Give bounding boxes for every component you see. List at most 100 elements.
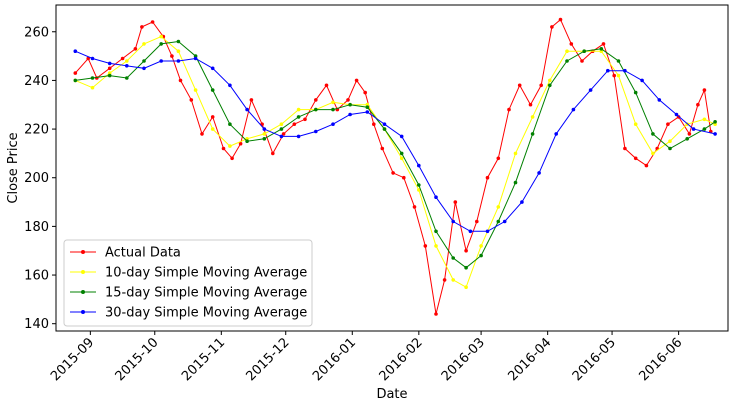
data-point [120, 56, 125, 61]
x-tick-label: 2016-02 [377, 335, 426, 384]
data-point [133, 47, 138, 51]
data-point [314, 107, 318, 112]
data-point [582, 49, 586, 53]
data-point [666, 122, 670, 126]
data-point [417, 188, 421, 192]
data-point [451, 278, 456, 282]
data-point [178, 78, 183, 83]
data-point [193, 88, 198, 92]
data-point [565, 59, 569, 63]
data-point [496, 156, 501, 161]
plot-frame [55, 4, 729, 332]
data-point [434, 229, 438, 234]
y-tick-label: 180 [24, 220, 49, 235]
data-point [365, 105, 370, 109]
data-point [281, 132, 286, 136]
data-point [668, 139, 672, 143]
data-point [502, 219, 507, 224]
data-point [479, 244, 483, 248]
legend-item: 30-day Simple Moving Average [70, 306, 307, 321]
data-point [569, 42, 574, 46]
data-point [550, 25, 554, 29]
legend-label: 10-day Simple Moving Average [105, 266, 307, 281]
data-point [520, 200, 524, 204]
series-3 [73, 39, 717, 270]
data-point [468, 229, 473, 234]
data-point [228, 144, 232, 148]
data-point [485, 175, 490, 180]
legend-label: 30-day Simple Moving Average [105, 306, 307, 321]
data-point [125, 64, 129, 68]
legend-swatch-marker [81, 310, 85, 314]
data-point [687, 132, 692, 136]
data-point [363, 90, 368, 95]
data-point [176, 59, 181, 63]
data-point [210, 115, 215, 119]
data-point [324, 83, 329, 88]
data-point [651, 151, 655, 156]
data-point [140, 25, 144, 29]
legend-label: Actual Data [105, 246, 181, 261]
data-point [507, 107, 511, 112]
data-point [90, 85, 95, 90]
data-point [303, 117, 307, 122]
data-point [633, 90, 638, 95]
data-point [537, 171, 541, 175]
data-point [402, 175, 406, 180]
data-point [580, 59, 584, 63]
x-tick-label: 2015-10 [113, 335, 162, 384]
data-point [528, 102, 533, 107]
data-point [365, 102, 370, 107]
data-point [399, 151, 404, 156]
data-point [142, 66, 146, 71]
data-point [606, 68, 610, 73]
data-point [451, 256, 456, 260]
data-point [696, 102, 700, 107]
data-point [657, 98, 662, 102]
y-axis: 140 160 180 200 220 240 260 [24, 25, 56, 332]
data-point [702, 127, 707, 131]
x-axis-title: Date [376, 387, 407, 402]
data-point [644, 163, 649, 168]
data-point [616, 73, 621, 78]
y-tick-label: 140 [24, 317, 49, 332]
data-point [279, 122, 284, 126]
legend-item: 10-day Simple Moving Average [70, 266, 307, 281]
data-point [713, 120, 717, 124]
data-point [279, 127, 284, 131]
data-point [90, 76, 95, 80]
x-tick-label: 2016-06 [636, 335, 685, 384]
x-tick-label: 2015-11 [179, 335, 228, 384]
data-point [170, 54, 174, 58]
data-point [391, 171, 395, 175]
data-point [399, 134, 404, 139]
data-point [279, 134, 284, 139]
data-point [548, 83, 552, 88]
data-point [107, 73, 112, 78]
data-point [90, 56, 95, 61]
data-point [623, 146, 627, 151]
data-point [571, 107, 576, 112]
data-point [713, 132, 717, 136]
legend-box [63, 239, 313, 327]
data-point [176, 39, 181, 44]
data-point [245, 107, 249, 112]
data-point [107, 66, 112, 71]
data-point [565, 49, 569, 53]
data-point [271, 151, 275, 156]
data-point [434, 312, 438, 316]
data-point [513, 151, 518, 156]
data-point [464, 285, 468, 290]
data-point [107, 71, 112, 75]
data-point [200, 132, 204, 136]
data-point [189, 98, 194, 102]
data-point [479, 253, 483, 258]
data-point [399, 156, 404, 161]
data-point [142, 42, 146, 46]
data-point [159, 59, 163, 63]
data-point [599, 47, 604, 51]
data-point [702, 88, 707, 92]
data-point [262, 127, 267, 131]
x-tick-label: 2015-12 [244, 335, 293, 384]
data-point [296, 107, 301, 112]
